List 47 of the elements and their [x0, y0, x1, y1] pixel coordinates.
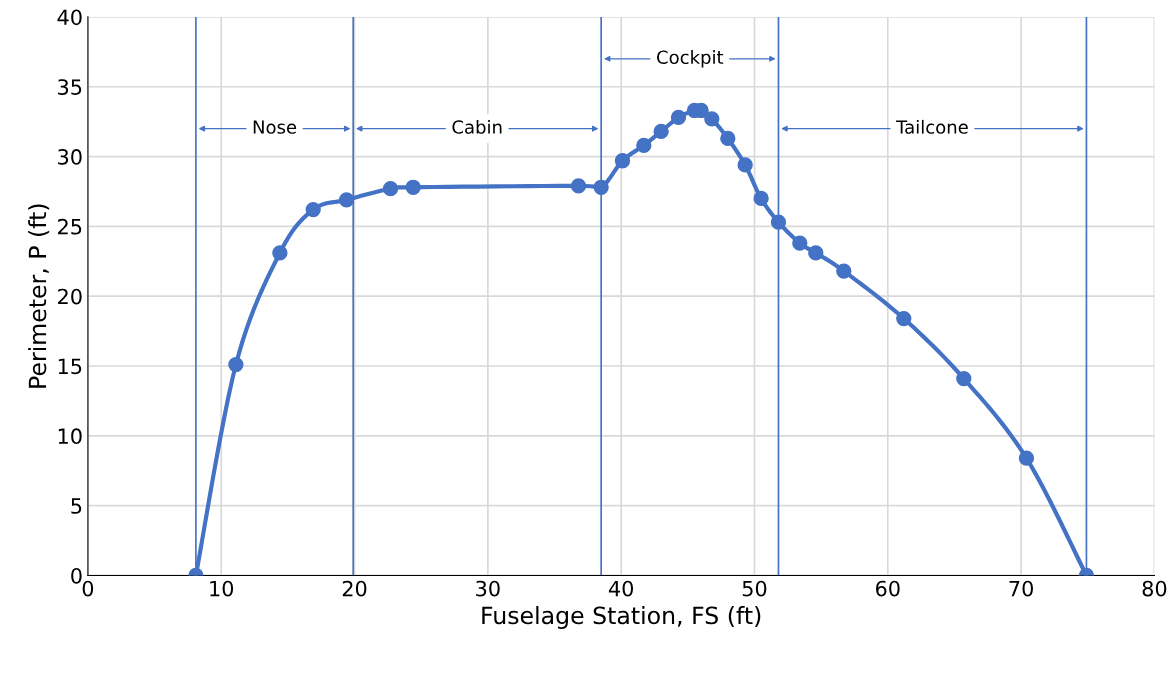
- point: [737, 157, 753, 173]
- point: [593, 179, 609, 195]
- y-tick-label: 25: [58, 218, 82, 235]
- annotation: Cabin: [452, 119, 502, 134]
- x-tick-label: 20: [342, 580, 367, 597]
- y-tick-label: 0: [71, 567, 82, 584]
- annotation: Cockpit: [657, 50, 724, 68]
- point: [836, 263, 852, 279]
- point: [1018, 450, 1035, 466]
- y-tick-label: 5: [71, 498, 82, 514]
- y-axis-title: Perimeter, P (ft): [28, 204, 50, 388]
- point: [792, 235, 808, 251]
- point: [808, 245, 824, 261]
- point: [382, 181, 399, 197]
- point: [670, 109, 687, 126]
- x-tick-label: 10: [210, 580, 234, 597]
- point: [704, 111, 720, 127]
- point: [405, 179, 421, 195]
- y-tick-label: 10: [58, 428, 82, 445]
- y-tick-label: 20: [58, 288, 82, 305]
- annotation: Tailcone: [896, 119, 968, 134]
- y-tick-label: 15: [58, 358, 82, 375]
- point: [636, 137, 652, 154]
- y-tick-label: 40: [57, 9, 82, 26]
- point: [570, 178, 587, 194]
- point: [228, 356, 244, 373]
- x-axis-title: Fuselage Station, FS (ft): [482, 606, 761, 629]
- x-tick-label: 80: [1142, 580, 1167, 597]
- annotation: Nose: [253, 120, 297, 134]
- point: [770, 214, 787, 230]
- x-tick-label: 40: [608, 580, 634, 597]
- y-tick-label: 30: [58, 149, 82, 165]
- x-tick-label: 50: [742, 580, 767, 597]
- point: [720, 130, 736, 147]
- x-tick-label: 70: [1009, 580, 1033, 597]
- point: [896, 310, 912, 327]
- point: [305, 201, 321, 218]
- point: [614, 153, 631, 169]
- x-tick-label: 0: [82, 580, 94, 597]
- point: [272, 245, 288, 261]
- point: [338, 192, 355, 208]
- x-tick-label: 60: [875, 580, 900, 597]
- point: [956, 370, 972, 387]
- point: [653, 123, 669, 140]
- point: [753, 190, 769, 207]
- x-tick-label: 30: [476, 580, 500, 597]
- y-tick-label: 35: [58, 79, 82, 95]
